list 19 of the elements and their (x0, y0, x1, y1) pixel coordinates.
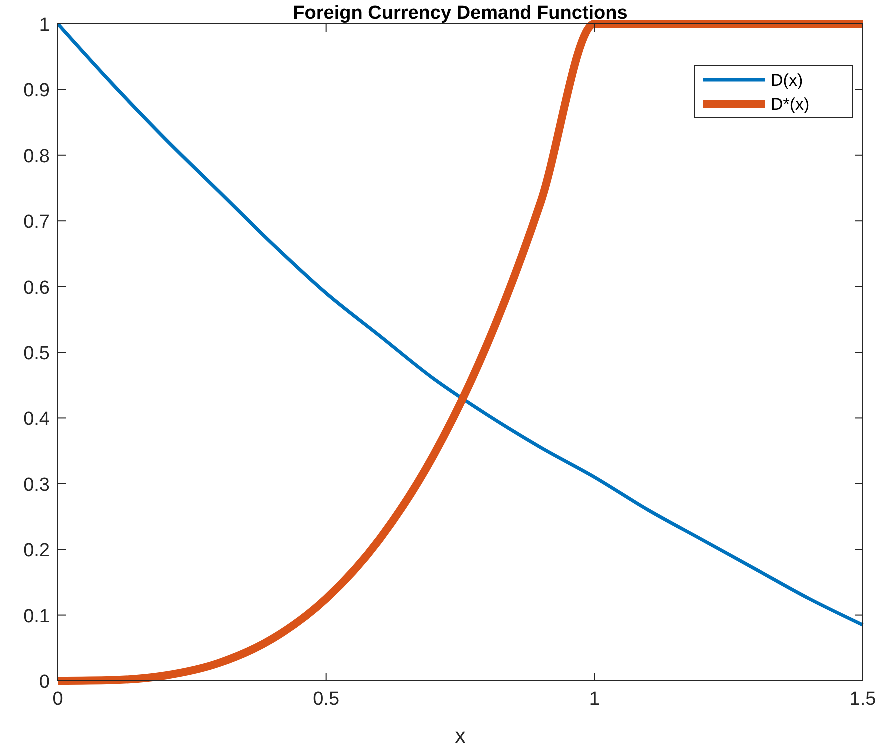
x-tick-label: 0.5 (313, 689, 340, 710)
y-tick-label: 0 (39, 672, 50, 693)
y-tick-label: 0.5 (24, 344, 50, 364)
y-tick-label: 0.4 (24, 409, 50, 430)
y-tick-label: 0.2 (24, 540, 50, 562)
x-tick-label: 0 (52, 689, 64, 710)
y-tick-label: 0.9 (24, 80, 50, 102)
x-tick-label: 1.5 (850, 689, 876, 710)
y-tick-label: 0.1 (24, 606, 50, 628)
y-tick-label: 0.3 (24, 474, 50, 496)
y-tick-label: 1 (39, 15, 50, 36)
y-tick-label: 0.8 (24, 146, 50, 168)
y-tick-label: 0.6 (24, 278, 50, 299)
legend-label: D(x) (771, 71, 804, 90)
x-tick-label: 1 (589, 689, 600, 710)
y-tick-label: 0.7 (24, 212, 50, 234)
x-axis-title: x (455, 725, 466, 748)
chart-title: Foreign Currency Demand Functions (293, 3, 628, 24)
legend-label: D*(x) (771, 95, 810, 114)
